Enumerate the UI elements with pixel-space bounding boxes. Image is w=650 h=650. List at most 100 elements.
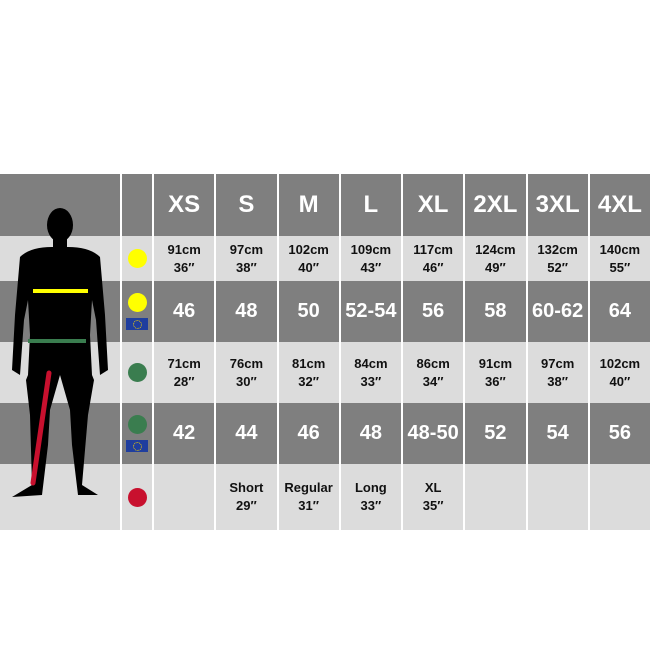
row-icon-cell bbox=[122, 281, 152, 342]
measurement-cell: 132cm 52″ bbox=[527, 236, 588, 281]
measurement-line: XL bbox=[424, 480, 442, 495]
eu-size-cell: 52 bbox=[465, 403, 526, 464]
measurement-line: 40″ bbox=[298, 259, 319, 275]
measurement-line: 91cm bbox=[167, 241, 201, 257]
figure-cell bbox=[0, 464, 120, 530]
measurement-line: Long bbox=[354, 480, 387, 495]
measurement-line: 49″ bbox=[485, 259, 506, 275]
eu-size-cell: 56 bbox=[589, 403, 650, 464]
green-waist-dot-icon bbox=[127, 415, 147, 434]
eu-size-cell: 42 bbox=[154, 403, 215, 464]
measurement-line: 117cm bbox=[413, 241, 453, 257]
measurement-line: 33″ bbox=[360, 498, 382, 513]
measurement-cell: 76cm 30″ bbox=[216, 342, 277, 403]
measurement-line: 38″ bbox=[236, 259, 257, 275]
size-header: 3XL bbox=[527, 174, 588, 236]
measurement-line: 34″ bbox=[422, 373, 444, 389]
measurement-cell: 97cm 38″ bbox=[527, 342, 588, 403]
measurement-cell: 117cm 46″ bbox=[403, 236, 464, 281]
size-header: 4XL bbox=[589, 174, 650, 236]
measurement-cell: 84cm 33″ bbox=[340, 342, 401, 403]
eu-size-cell: 46 bbox=[278, 403, 339, 464]
measurement-line: 71cm bbox=[167, 355, 201, 371]
measurement-line: 81cm bbox=[292, 355, 326, 371]
measurement-line: 109cm bbox=[350, 241, 392, 257]
measurement-cell: 91cm 36″ bbox=[465, 342, 526, 403]
size-chart-table: XS S M L XL 2XL 3XL 4XL 91cm 36″ 97cm 38″ 102cm 40″ 10… bbox=[0, 174, 650, 530]
eu-size-cell: 58 bbox=[465, 281, 526, 342]
yellow-chest-dot-icon bbox=[127, 293, 147, 312]
row-icon-cell bbox=[122, 464, 152, 530]
measurement-line: 46″ bbox=[422, 259, 444, 275]
measurement-line: 36″ bbox=[173, 259, 195, 275]
measurement-cell bbox=[589, 464, 650, 530]
measurement-line: 29″ bbox=[236, 498, 257, 513]
measurement-cell: Regular 31″ bbox=[278, 464, 339, 530]
measurement-cell: 102cm 40″ bbox=[589, 342, 650, 403]
measurement-cell: 140cm 55″ bbox=[589, 236, 650, 281]
size-header: S bbox=[216, 174, 277, 236]
eu-size-cell: 46 bbox=[154, 281, 215, 342]
measurement-cell bbox=[465, 464, 526, 530]
size-header: XS bbox=[154, 174, 215, 236]
figure-cell bbox=[0, 403, 120, 464]
measurement-line: 28″ bbox=[173, 373, 195, 389]
measurement-cell: 81cm 32″ bbox=[278, 342, 339, 403]
measurement-line: 124cm bbox=[475, 241, 516, 257]
measurement-line: Short bbox=[229, 480, 264, 495]
size-header: 2XL bbox=[465, 174, 526, 236]
eu-size-cell: 60-62 bbox=[527, 281, 588, 342]
measurement-cell bbox=[154, 464, 215, 530]
icon-header-cell bbox=[122, 174, 152, 236]
measurement-line: 40″ bbox=[609, 373, 631, 389]
measurement-cell bbox=[527, 464, 588, 530]
measurement-line: 36″ bbox=[485, 373, 506, 389]
measurement-line: 132cm bbox=[537, 241, 578, 257]
eu-flag-icon bbox=[126, 440, 148, 452]
measurement-cell: Short 29″ bbox=[216, 464, 277, 530]
green-waist-dot-icon bbox=[127, 363, 147, 382]
eu-size-cell: 50 bbox=[278, 281, 339, 342]
yellow-chest-dot-icon bbox=[127, 249, 147, 268]
eu-flag-icon bbox=[126, 318, 148, 330]
size-header: XL bbox=[403, 174, 464, 236]
measurement-line: 30″ bbox=[236, 373, 257, 389]
measurement-line: 91cm bbox=[478, 355, 512, 371]
body-silhouette-icon bbox=[12, 208, 108, 497]
measurement-line: 97cm bbox=[541, 355, 575, 371]
measurement-line: 52″ bbox=[547, 259, 568, 275]
measurement-cell: 97cm 38″ bbox=[216, 236, 277, 281]
measurement-line: 102cm bbox=[288, 241, 329, 257]
measurement-cell: 102cm 40″ bbox=[278, 236, 339, 281]
measurement-line: 32″ bbox=[298, 373, 319, 389]
eu-size-cell: 48 bbox=[216, 281, 277, 342]
measurement-line: 55″ bbox=[609, 259, 631, 275]
measurement-cell: 71cm 28″ bbox=[154, 342, 215, 403]
size-header: L bbox=[340, 174, 401, 236]
measurement-line: 38″ bbox=[547, 373, 568, 389]
measurement-cell: 109cm 43″ bbox=[340, 236, 401, 281]
measurement-cell: 91cm 36″ bbox=[154, 236, 215, 281]
row-icon-cell bbox=[122, 403, 152, 464]
measurement-line: 97cm bbox=[229, 241, 263, 257]
measurement-line: 84cm bbox=[354, 355, 388, 371]
eu-size-cell: 44 bbox=[216, 403, 277, 464]
measurement-line: 31″ bbox=[298, 498, 319, 513]
measurement-line: 35″ bbox=[422, 498, 444, 513]
red-leg-dot-icon bbox=[127, 487, 147, 507]
measurement-cell: Long 33″ bbox=[340, 464, 401, 530]
row-icon-cell bbox=[122, 236, 152, 281]
eu-size-cell: 64 bbox=[589, 281, 650, 342]
measurement-cell: 124cm 49″ bbox=[465, 236, 526, 281]
eu-size-cell: 52-54 bbox=[340, 281, 401, 342]
measurement-line: 43″ bbox=[360, 259, 382, 275]
measurement-line: 33″ bbox=[360, 373, 382, 389]
eu-size-cell: 48-50 bbox=[403, 403, 464, 464]
measurement-line: 76cm bbox=[229, 355, 263, 371]
measurement-line: 102cm bbox=[599, 355, 641, 371]
eu-size-cell: 54 bbox=[527, 403, 588, 464]
measurement-line: 86cm bbox=[416, 355, 450, 371]
size-header: M bbox=[278, 174, 339, 236]
eu-size-cell: 48 bbox=[340, 403, 401, 464]
measurement-line: 140cm bbox=[599, 241, 641, 257]
